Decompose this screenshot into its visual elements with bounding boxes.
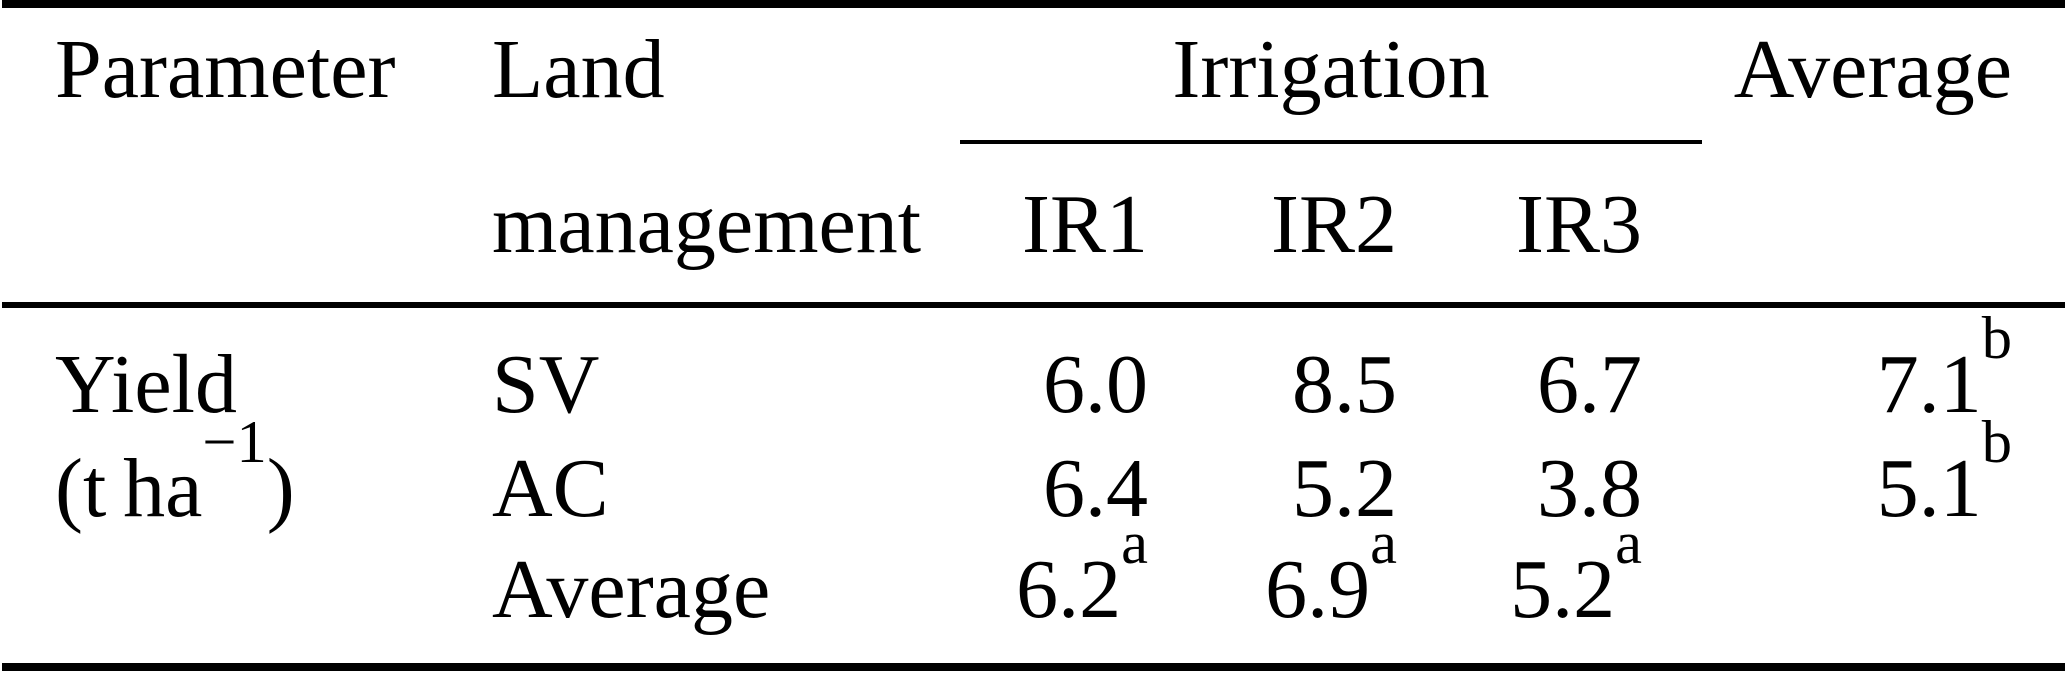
irrigation-group-header: Irrigation	[1172, 23, 1490, 116]
value-sv-ir3: 6.7	[1537, 338, 1642, 431]
land-header-line2: management	[492, 178, 922, 271]
table-bottom-rule	[2, 663, 2065, 671]
value-avg-ir3-superscript: a	[1615, 509, 1642, 577]
table-top-rule	[2, 0, 2065, 8]
value-avg-ir1-number: 6.2	[1016, 543, 1122, 636]
parameter-header: Parameter	[55, 23, 396, 116]
value-avg-ir3-number: 5.2	[1510, 543, 1616, 636]
value-ac-ir2: 5.2	[1292, 442, 1397, 535]
value-ac-average: 5.1b	[1877, 412, 2012, 531]
average-column-header: Average	[1733, 23, 2012, 116]
land-header-line1: Land	[492, 23, 665, 116]
value-avg-ir1: 6.2a	[1016, 513, 1148, 632]
unit-exponent: −1	[202, 408, 267, 476]
ir3-column-header: IR3	[1516, 178, 1642, 271]
table-mid-rule	[2, 302, 2065, 308]
value-sv-average-number: 7.1	[1876, 338, 1982, 431]
unit-suffix: )	[266, 442, 295, 535]
ir1-column-header: IR1	[1022, 178, 1148, 271]
unit-prefix: (t ha	[55, 442, 203, 535]
land-row-label-average: Average	[492, 543, 771, 636]
value-sv-ir1: 6.0	[1043, 338, 1148, 431]
value-avg-ir2-number: 6.9	[1265, 543, 1371, 636]
parameter-name-label: Yield	[55, 338, 237, 431]
land-row-label-ac: AC	[492, 442, 609, 535]
value-avg-ir2: 6.9a	[1265, 513, 1397, 632]
value-ac-average-superscript: b	[1981, 408, 2012, 476]
parameter-unit-label: (t ha−1)	[55, 412, 295, 531]
value-ac-ir3: 3.8	[1537, 442, 1642, 535]
ir2-column-header: IR2	[1271, 178, 1397, 271]
irrigation-span-rule	[960, 140, 1702, 144]
value-sv-ir2: 8.5	[1292, 338, 1397, 431]
land-row-label-sv: SV	[492, 338, 600, 431]
value-avg-ir1-superscript: a	[1121, 509, 1148, 577]
value-avg-ir3: 5.2a	[1510, 513, 1642, 632]
value-ac-ir1: 6.4	[1043, 442, 1148, 535]
value-avg-ir2-superscript: a	[1370, 509, 1397, 577]
value-sv-average: 7.1b	[1877, 308, 2012, 427]
value-sv-average-superscript: b	[1981, 304, 2012, 372]
value-ac-average-number: 5.1	[1876, 442, 1982, 535]
